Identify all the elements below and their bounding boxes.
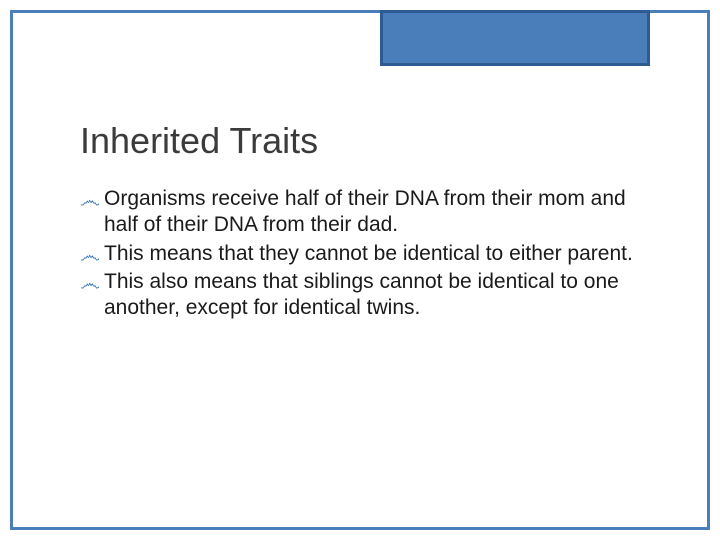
slide-title: Inherited Traits [80, 120, 650, 162]
bullet-list: ෴Organisms receive half of their DNA fro… [80, 186, 650, 321]
slide: Inherited Traits ෴Organisms receive half… [0, 0, 720, 540]
bullet-text: This means that they cannot be identical… [104, 242, 633, 265]
content-area: Inherited Traits ෴Organisms receive half… [80, 120, 650, 323]
bullet-text: This also means that siblings cannot be … [104, 270, 619, 319]
bullet-text: Organisms receive half of their DNA from… [104, 187, 626, 236]
bullet-item: ෴This means that they cannot be identica… [80, 241, 650, 267]
bullet-item: ෴Organisms receive half of their DNA fro… [80, 186, 650, 239]
bullet-icon: ෴ [80, 243, 100, 269]
bullet-icon: ෴ [80, 188, 100, 214]
accent-box [380, 10, 650, 66]
bullet-item: ෴This also means that siblings cannot be… [80, 269, 650, 322]
bullet-icon: ෴ [80, 271, 100, 297]
